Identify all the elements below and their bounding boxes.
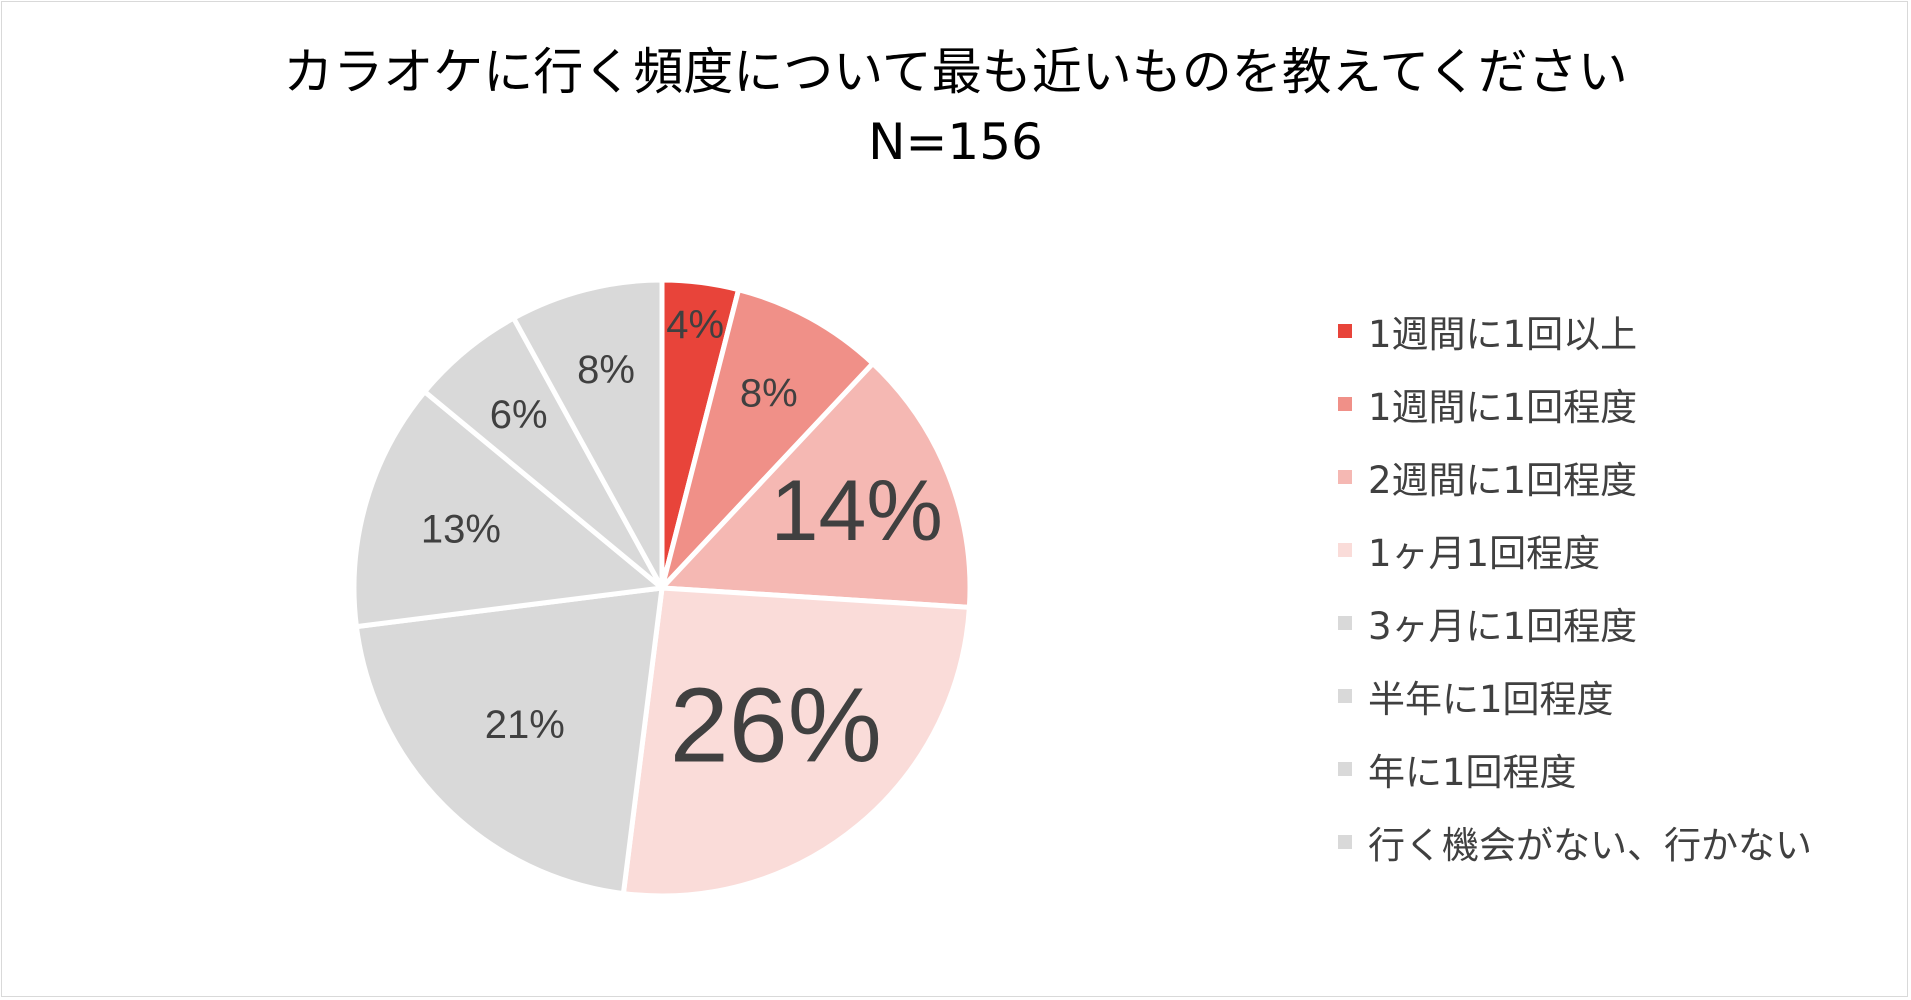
legend-label-1: 1週間に1回以上 bbox=[1368, 312, 1638, 356]
data-label-5: 21% bbox=[485, 703, 565, 747]
pie-slice-8 bbox=[511, 277, 665, 591]
legend-item-1: 1週間に1回以上 bbox=[1338, 294, 1812, 367]
legend-item-7: 年に1回程度 bbox=[1338, 732, 1812, 805]
legend-label-2: 1週間に1回程度 bbox=[1368, 385, 1638, 429]
legend-swatch-6 bbox=[1338, 688, 1352, 703]
data-label-3: 14% bbox=[771, 463, 943, 559]
pie-slices bbox=[351, 277, 973, 899]
legend-swatch-2 bbox=[1338, 396, 1352, 411]
legend-item-2: 1週間に1回程度 bbox=[1338, 367, 1812, 440]
legend-item-5: 3ヶ月に1回程度 bbox=[1338, 586, 1812, 659]
chart-subtitle: N=156 bbox=[868, 113, 1043, 171]
data-label-6: 13% bbox=[421, 508, 501, 552]
data-label-7: 6% bbox=[490, 393, 548, 437]
legend-label-5: 3ヶ月に1回程度 bbox=[1368, 604, 1638, 648]
pie-slice-6 bbox=[351, 389, 665, 630]
legend-label-8: 行く機会がない、行かない bbox=[1368, 823, 1812, 867]
chart-title: カラオケに行く頻度について最も近いものを教えてください bbox=[283, 43, 1628, 101]
legend-item-4: 1ヶ月1回程度 bbox=[1338, 513, 1812, 586]
legend-label-4: 1ヶ月1回程度 bbox=[1368, 531, 1601, 575]
legend-swatch-1 bbox=[1338, 323, 1352, 338]
pie-slice-5 bbox=[353, 585, 665, 897]
legend-item-8: 行く機会がない、行かない bbox=[1338, 805, 1812, 878]
legend-swatch-3 bbox=[1338, 469, 1352, 484]
legend-label-6: 半年に1回程度 bbox=[1368, 677, 1614, 721]
legend-item-6: 半年に1回程度 bbox=[1338, 659, 1812, 732]
legend: 1週間に1回以上 1週間に1回程度 2週間に1回程度 1ヶ月1回程度 3ヶ月に1回程度半… bbox=[1338, 294, 1812, 878]
pie-data-labels: 4% 8% 14% 26% 21% 13% 6% 8% bbox=[421, 303, 943, 784]
data-label-1: 4% bbox=[666, 303, 724, 347]
legend-label-7: 年に1回程度 bbox=[1368, 750, 1577, 794]
legend-label-3: 2週間に1回程度 bbox=[1368, 458, 1638, 502]
legend-item-3: 2週間に1回程度 bbox=[1338, 440, 1812, 513]
data-label-8: 8% bbox=[577, 348, 635, 392]
data-label-2: 8% bbox=[740, 372, 798, 416]
pie-slice-2 bbox=[659, 287, 876, 591]
legend-swatch-7 bbox=[1338, 761, 1352, 776]
legend-swatch-5 bbox=[1338, 615, 1352, 630]
data-label-4: 26% bbox=[670, 667, 882, 785]
pie-slice-4 bbox=[620, 585, 972, 899]
legend-swatch-8 bbox=[1338, 834, 1352, 849]
legend-swatch-4 bbox=[1338, 542, 1352, 557]
pie-slice-3 bbox=[659, 360, 973, 610]
